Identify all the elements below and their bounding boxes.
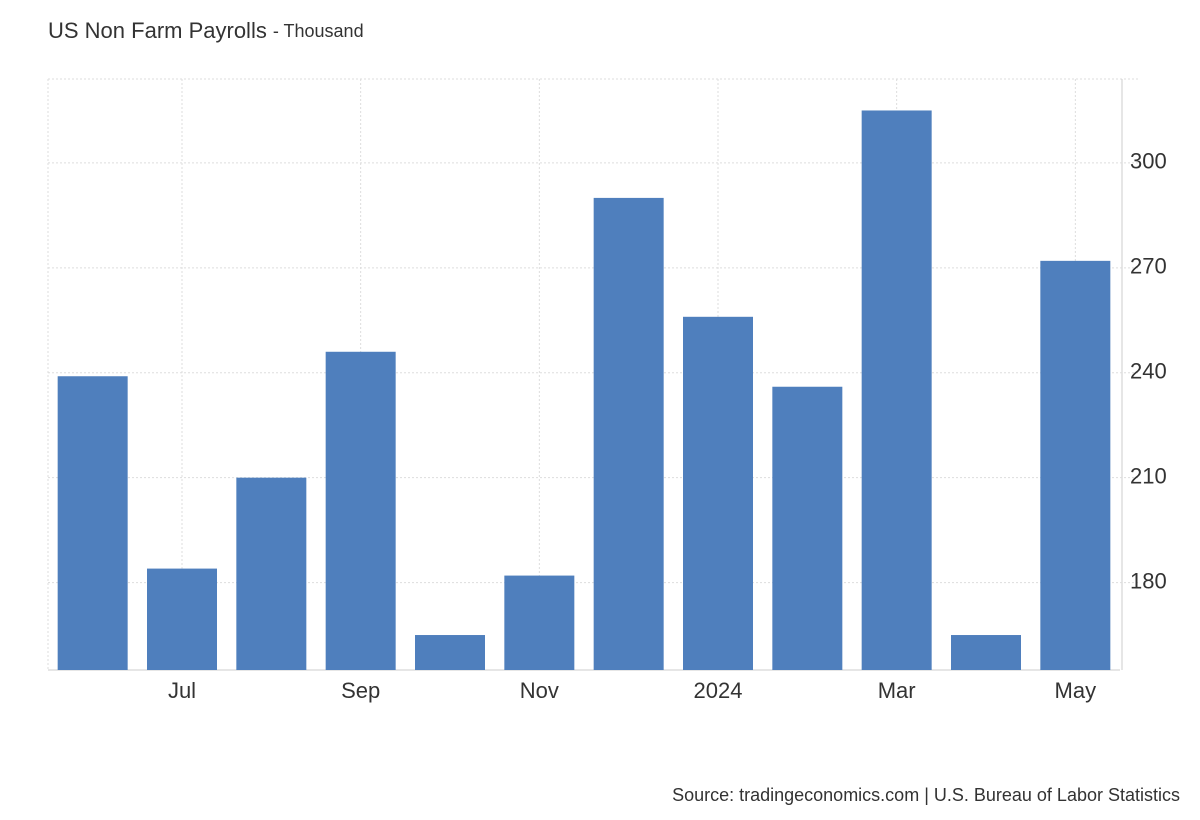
bar <box>861 110 932 670</box>
bar <box>772 386 843 670</box>
bar <box>951 635 1021 670</box>
bar <box>504 575 575 670</box>
y-tick-label: 300 <box>1130 149 1167 174</box>
y-tick-label: 180 <box>1130 568 1167 593</box>
y-tick-label: 270 <box>1130 254 1167 279</box>
x-tick-label: 2024 <box>694 678 743 703</box>
source: Source: tradingeconomics.com | U.S. Bure… <box>672 785 1180 805</box>
x-tick-label: Nov <box>520 678 559 703</box>
bar <box>57 376 128 670</box>
x-tick-label: Jul <box>168 678 196 703</box>
chart-title-group: US Non Farm Payrolls - Thousand <box>48 18 364 43</box>
chart-title: US Non Farm Payrolls <box>48 18 267 43</box>
bar <box>415 635 485 670</box>
x-tick-label: Mar <box>878 678 916 703</box>
bar <box>1040 260 1111 670</box>
bar <box>593 197 664 670</box>
bar <box>683 316 753 670</box>
x-tick-label: Sep <box>341 678 380 703</box>
x-tick-label: May <box>1055 678 1097 703</box>
y-tick-label: 210 <box>1130 463 1167 488</box>
chart-subtitle: - Thousand <box>273 21 364 41</box>
bar <box>325 351 396 670</box>
y-tick-label: 240 <box>1130 359 1167 384</box>
bar <box>236 477 307 670</box>
bar <box>147 568 217 670</box>
